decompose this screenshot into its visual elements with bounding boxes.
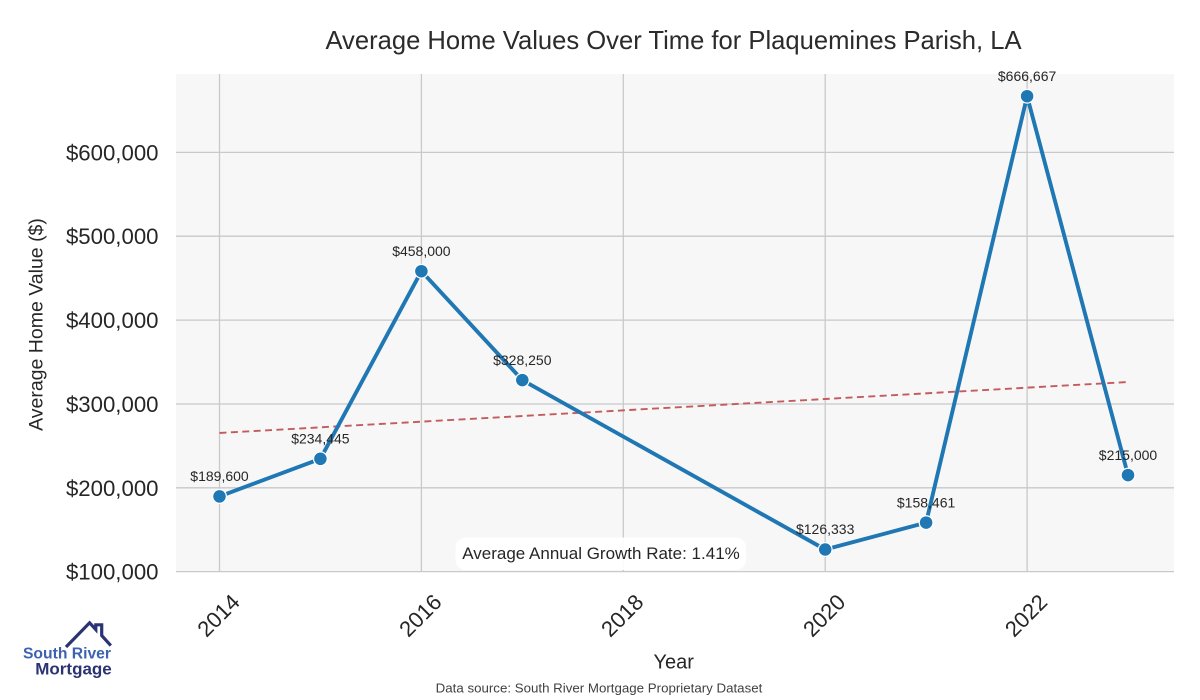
svg-text:Mortgage: Mortgage (35, 660, 112, 679)
svg-text:Year: Year (653, 652, 694, 674)
svg-text:$500,000: $500,000 (66, 224, 159, 249)
svg-text:$126,333: $126,333 (796, 521, 855, 537)
svg-text:$300,000: $300,000 (66, 392, 159, 417)
svg-text:Average Home Values Over Time: Average Home Values Over Time for Plaque… (325, 27, 1022, 55)
svg-text:$200,000: $200,000 (66, 476, 159, 501)
svg-text:$234,445: $234,445 (291, 431, 350, 447)
svg-text:2020: 2020 (798, 589, 850, 641)
svg-text:2014: 2014 (192, 589, 244, 641)
svg-text:Average Home Value ($): Average Home Value ($) (26, 218, 48, 431)
svg-text:$100,000: $100,000 (66, 560, 159, 585)
svg-text:$158,461: $158,461 (897, 494, 956, 510)
svg-text:Average Annual Growth Rate: 1.: Average Annual Growth Rate: 1.41% (462, 544, 740, 563)
svg-text:2022: 2022 (1000, 589, 1052, 641)
svg-text:Data source: South River Mortg: Data source: South River Mortgage Propri… (436, 681, 763, 696)
svg-text:$189,600: $189,600 (190, 468, 249, 484)
svg-text:2016: 2016 (394, 589, 446, 641)
svg-text:$666,667: $666,667 (998, 68, 1057, 84)
svg-text:$328,250: $328,250 (493, 352, 552, 368)
svg-text:$600,000: $600,000 (66, 140, 159, 165)
svg-text:$458,000: $458,000 (392, 243, 451, 259)
svg-text:2018: 2018 (596, 589, 648, 641)
svg-text:South River: South River (23, 646, 111, 663)
svg-text:$215,000: $215,000 (1099, 447, 1158, 463)
svg-text:$400,000: $400,000 (66, 308, 159, 333)
